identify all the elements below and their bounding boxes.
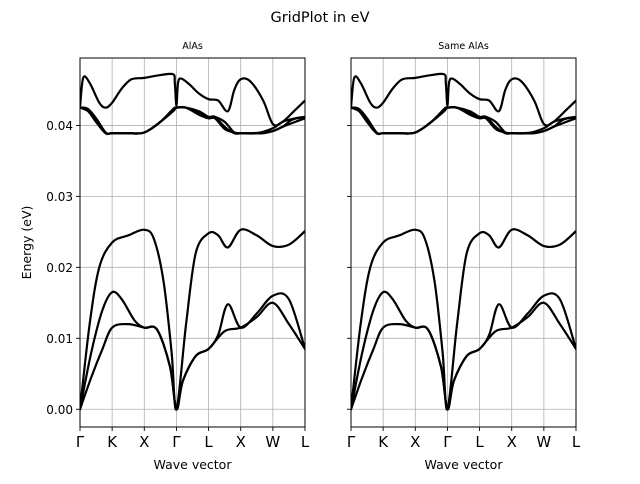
panel-title: Same AlAs [438,41,489,52]
x-tick-label: Γ [347,433,356,451]
y-tick-label: 0.02 [46,261,73,275]
figure-suptitle: GridPlot in eV [270,10,369,26]
band-line-7 [351,106,576,136]
x-tick-label: W [265,433,280,451]
band-line-3 [351,228,576,411]
y-tick-label: 0.04 [46,119,73,133]
y-tick-label: 0.01 [46,332,73,346]
x-tick-label: Γ [172,433,181,451]
x-axis-label: Wave vector [154,457,233,472]
band-line-6 [351,72,576,127]
x-tick-label: L [301,433,310,451]
x-tick-label: X [236,433,246,451]
x-tick-label: L [204,433,213,451]
x-tick-label: L [572,433,581,451]
y-tick-label: 0.00 [46,403,73,417]
y-axis-label: Energy (eV) [19,206,34,280]
x-tick-label: K [378,433,389,451]
y-tick-label: 0.03 [46,190,73,204]
x-tick-label: Γ [443,433,452,451]
x-axis-label: Wave vector [425,457,504,472]
band-lines [80,72,305,411]
band-line-3 [80,228,305,411]
panel-2: Γ K X Γ L X W L Same AlAs Wave vector [347,41,581,472]
panels: Γ K X Γ L X W L 0.00 0.01 0.02 0.03 0.04 AlAs Wave vec… [19,41,581,472]
axes-frame [350,57,577,428]
x-tick-label: Γ [76,433,85,451]
x-tick-label: X [507,433,517,451]
x-tick-label: K [107,433,118,451]
band-line-6 [80,72,305,127]
band-lines [351,72,576,411]
x-tick-label: X [410,433,420,451]
x-tick-label: L [475,433,484,451]
panel-1: Γ K X Γ L X W L 0.00 0.01 0.02 0.03 0.04 AlAs Wave vec… [19,41,310,472]
axes-frame [79,57,306,428]
x-tick-label: W [536,433,551,451]
panel-title: AlAs [182,41,203,52]
x-tick-label: X [139,433,149,451]
band-line-7 [80,106,305,136]
